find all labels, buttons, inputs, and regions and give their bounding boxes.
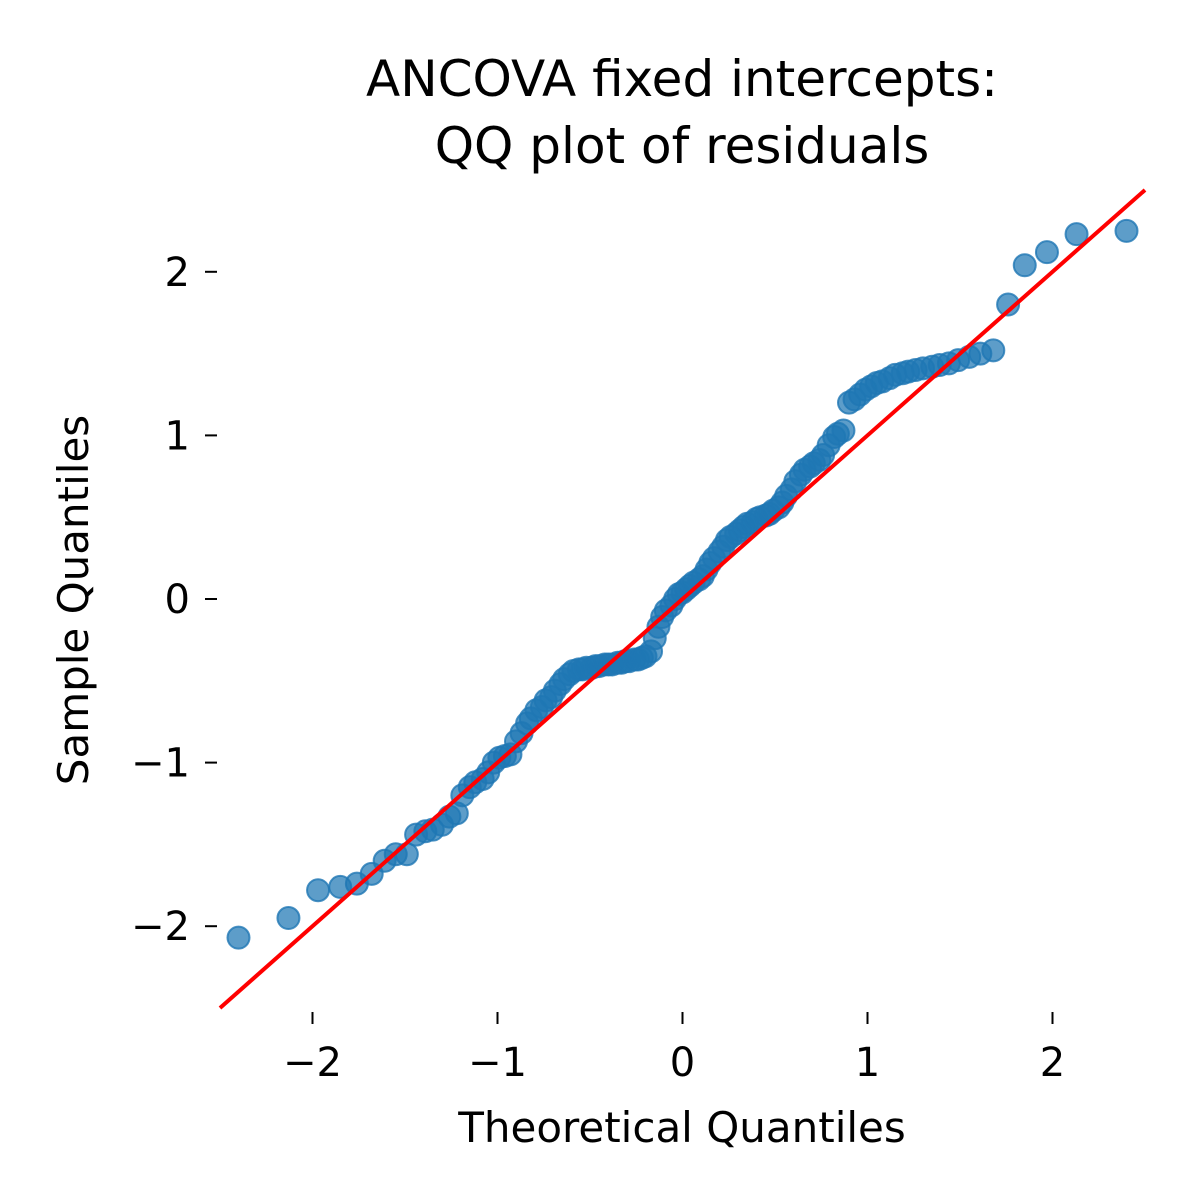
data-point	[831, 418, 856, 443]
y-tick-label: 2	[165, 250, 190, 296]
reference-line	[218, 188, 1147, 1010]
y-tick-label: 0	[165, 577, 190, 623]
y-axis-label: Sample Quantiles	[49, 415, 98, 785]
data-point	[1114, 218, 1139, 243]
y-tick-label: −2	[131, 904, 190, 950]
x-tick-label: −2	[283, 1040, 342, 1086]
data-point	[394, 842, 419, 867]
x-axis-label: Theoretical Quantiles	[457, 1103, 906, 1152]
x-tick-label: −1	[468, 1040, 527, 1086]
data-point	[981, 338, 1006, 363]
chart-title-line-1: ANCOVA fixed intercepts:	[366, 50, 998, 108]
data-point	[996, 292, 1021, 317]
data-point	[1064, 222, 1089, 247]
data-point	[306, 878, 331, 903]
chart-title-line-2: QQ plot of residuals	[435, 117, 930, 175]
x-tick-label: 1	[855, 1040, 880, 1086]
x-axis-ticks: −2 −1 0 1 2	[283, 1012, 1065, 1086]
data-point	[1034, 240, 1059, 265]
x-tick-label: 2	[1040, 1040, 1065, 1086]
data-point	[276, 906, 301, 931]
y-axis-ticks: −2 −1 0 1 2	[131, 250, 217, 950]
data-point	[226, 925, 251, 950]
y-tick-label: 1	[165, 413, 190, 459]
x-tick-label: 0	[670, 1040, 695, 1086]
data-point	[1012, 253, 1037, 278]
y-tick-label: −1	[131, 741, 190, 787]
data-points	[226, 218, 1139, 950]
